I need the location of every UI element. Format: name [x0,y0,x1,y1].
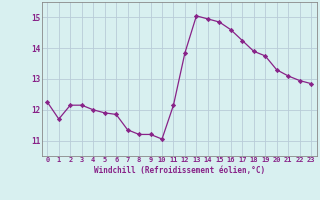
X-axis label: Windchill (Refroidissement éolien,°C): Windchill (Refroidissement éolien,°C) [94,166,265,175]
